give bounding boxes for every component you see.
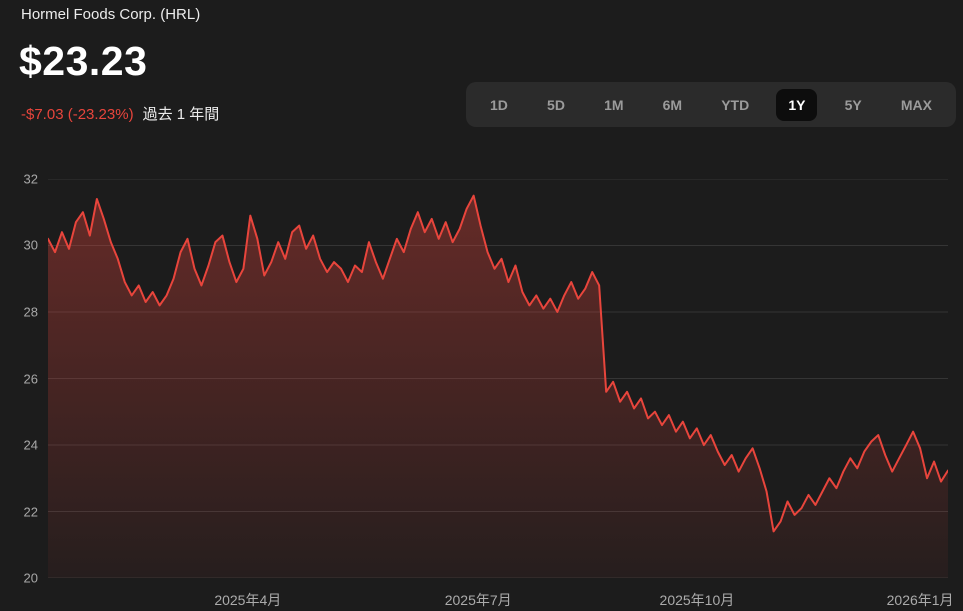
range-button-ytd[interactable]: YTD <box>709 89 761 121</box>
x-axis-label: 2025年7月 <box>444 592 512 608</box>
range-button-1m[interactable]: 1M <box>592 89 635 121</box>
x-axis-label: 2025年4月 <box>214 592 282 608</box>
change-row: -$7.03 (-23.23%) 過去 1 年間 <box>21 103 219 124</box>
y-axis-label: 32 <box>23 171 38 187</box>
x-axis: 2025年4月 2025年7月 2025年10月 2026年1月 <box>48 590 953 610</box>
range-button-5d[interactable]: 5D <box>535 89 577 121</box>
range-button-1d[interactable]: 1D <box>478 89 520 121</box>
stock-title: Hormel Foods Corp. (HRL) <box>21 6 201 23</box>
y-axis-label: 26 <box>23 371 38 386</box>
y-axis-label: 22 <box>23 504 38 519</box>
range-button-max[interactable]: MAX <box>889 89 944 121</box>
price-change: -$7.03 (-23.23%) <box>21 106 134 123</box>
range-button-5y[interactable]: 5Y <box>833 89 874 121</box>
range-button-6m[interactable]: 6M <box>651 89 694 121</box>
price-line <box>48 196 948 532</box>
x-axis-label: 2025年10月 <box>659 592 735 608</box>
y-axis-label: 20 <box>23 570 38 586</box>
price-chart-svg <box>48 179 948 578</box>
plot-area <box>48 179 948 578</box>
range-button-1y[interactable]: 1Y <box>776 88 818 121</box>
stock-price: $23.23 <box>19 38 148 84</box>
range-selector: 1D 5D 1M 6M YTD 1Y 5Y MAX <box>466 82 956 127</box>
y-axis: 32 30 28 26 24 22 20 <box>0 172 42 586</box>
price-area-fill <box>48 195 948 578</box>
y-axis-label: 30 <box>23 237 38 253</box>
y-axis-label: 24 <box>23 437 38 453</box>
y-axis-label: 28 <box>23 304 38 320</box>
period-label: 過去 1 年間 <box>142 106 220 123</box>
x-axis-label: 2026年1月 <box>886 592 954 608</box>
